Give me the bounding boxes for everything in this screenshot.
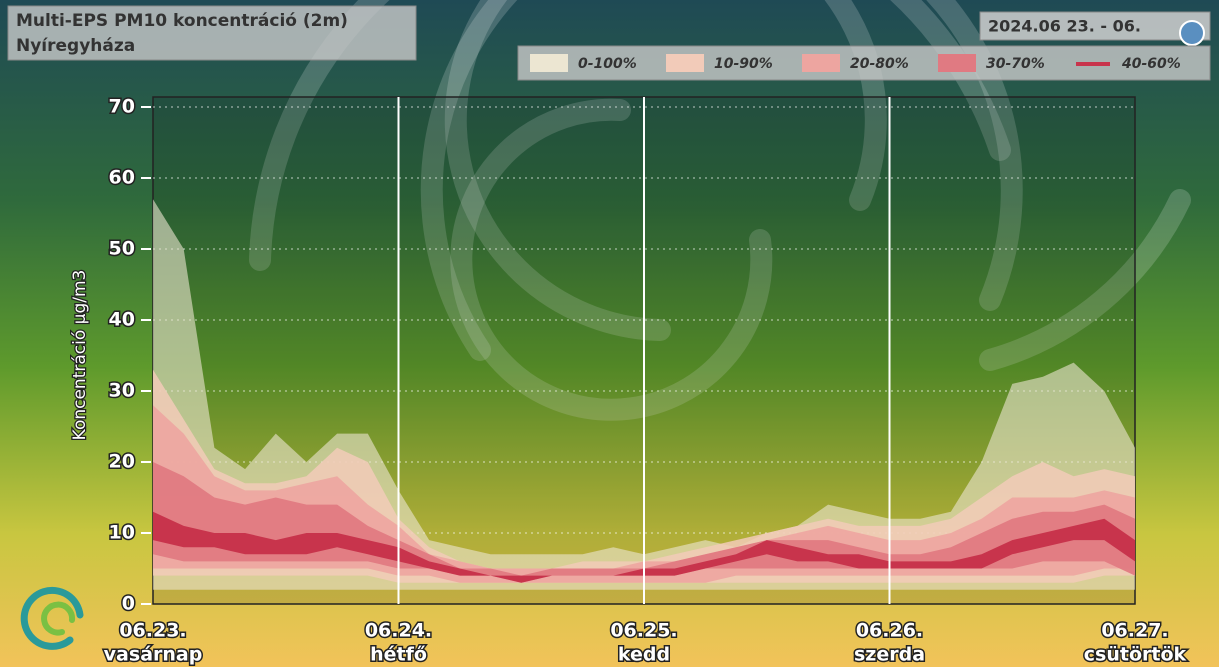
y-tick-label: 30 [109,380,135,402]
y-tick-label: 40 [109,309,135,331]
y-tick-label: 60 [109,167,135,189]
icon [1179,20,1205,46]
plot [153,97,1135,604]
legend-label: 20-80% [850,56,909,72]
logo [20,586,84,650]
legend-label: 0-100% [578,56,637,72]
x-tick-weekday: vasárnap [104,644,203,666]
x-tick-label: 06.27. [1101,620,1168,642]
x-tick-weekday: csütörtök [1084,644,1187,666]
x-tick-weekday: szerda [854,644,925,666]
title-box [7,5,417,61]
chart-subtitle: Nyíregyháza [16,36,135,56]
legend-swatch [666,54,704,72]
x-tick-label: 06.23. [119,620,186,642]
date-box [979,11,1211,41]
y-tick-label: 70 [109,96,135,118]
x-tick-weekday: hétfő [370,644,427,666]
legend-label: 40-60% [1121,56,1181,72]
date-range: 2024.06 23. - 06. [988,17,1141,36]
x-tick-label: 06.26. [856,620,923,642]
legend-swatch [802,54,840,72]
legend-swatch [938,54,976,72]
y-tick-label: 50 [109,238,135,260]
y-tick-label: 20 [109,451,135,473]
legend-label: 30-70% [986,56,1045,72]
y-tick-label: 10 [109,522,135,544]
legend-label: 10-90% [714,56,773,72]
x-tick-label: 06.24. [365,620,432,642]
legend-swatch [530,54,568,72]
watermark [249,0,1191,421]
chart-title: Multi-EPS PM10 koncentráció (2m) [16,11,348,31]
y-axis-label: Koncentráció µg/m3 [70,270,90,441]
x-tick-weekday: kedd [618,644,670,666]
y-tick-label: 0 [122,593,135,615]
x-tick-label: 06.25. [610,620,677,642]
